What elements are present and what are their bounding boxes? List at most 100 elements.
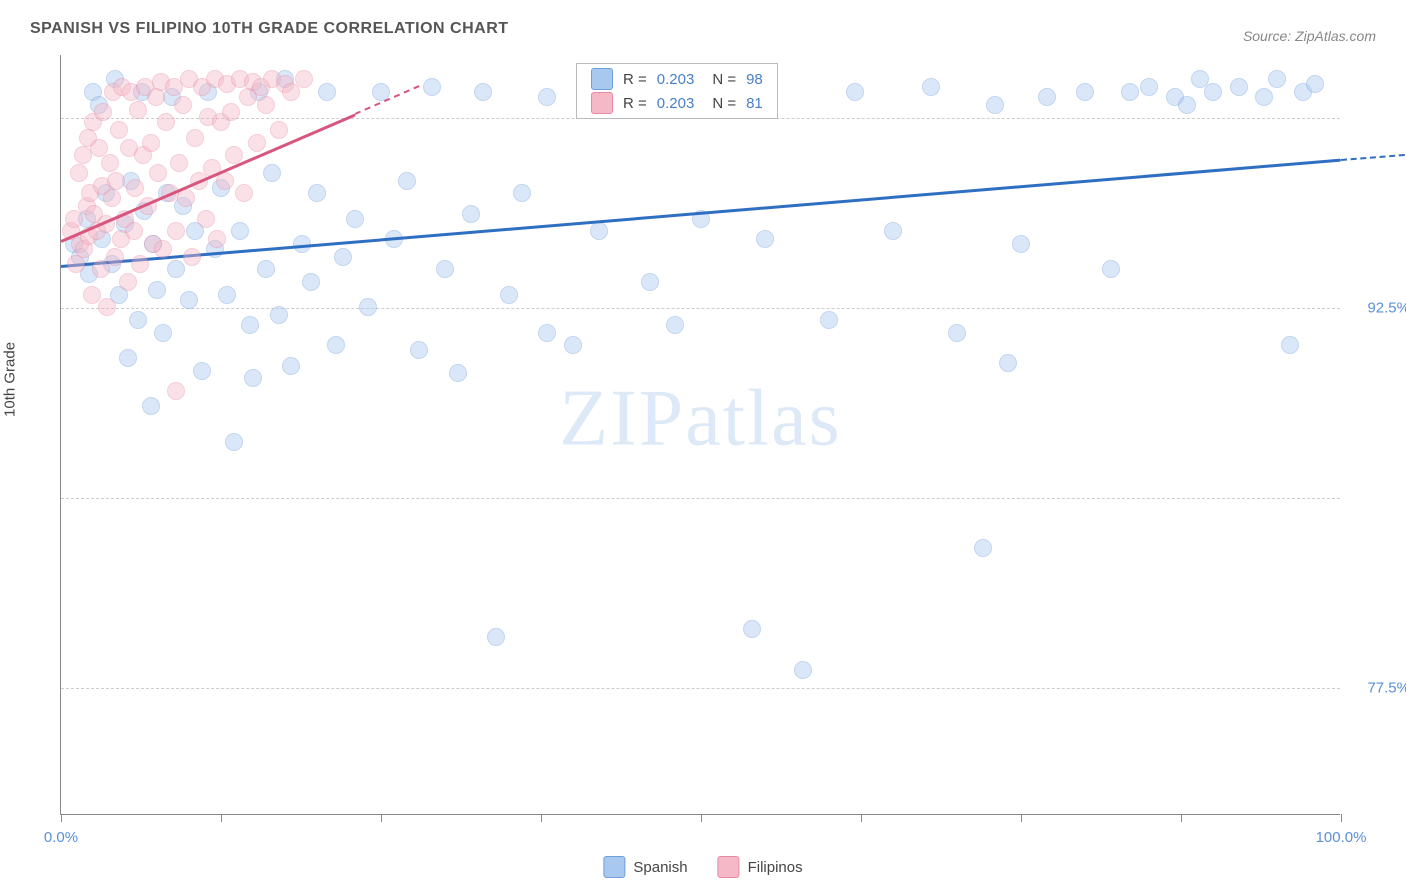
- scatter-point: [222, 103, 240, 121]
- scatter-point: [241, 316, 259, 334]
- watermark-bold: ZIP: [559, 375, 685, 463]
- scatter-point: [1140, 78, 1158, 96]
- scatter-point: [794, 661, 812, 679]
- x-tick: [381, 814, 382, 822]
- scatter-point: [167, 260, 185, 278]
- scatter-point: [98, 298, 116, 316]
- y-axis-label: 10th Grade: [2, 342, 19, 417]
- scatter-point: [743, 620, 761, 638]
- scatter-point: [1038, 88, 1056, 106]
- scatter-point: [148, 281, 166, 299]
- scatter-point: [327, 336, 345, 354]
- scatter-point: [125, 222, 143, 240]
- x-tick: [861, 814, 862, 822]
- n-label: N =: [712, 95, 736, 112]
- scatter-point: [157, 113, 175, 131]
- scatter-point: [487, 628, 505, 646]
- x-tick-label: 100.0%: [1316, 829, 1367, 846]
- scatter-point: [70, 164, 88, 182]
- scatter-point: [218, 286, 236, 304]
- scatter-point: [1255, 88, 1273, 106]
- scatter-point: [302, 273, 320, 291]
- scatter-point: [398, 172, 416, 190]
- scatter-point: [756, 230, 774, 248]
- scatter-point: [974, 539, 992, 557]
- scatter-point: [142, 397, 160, 415]
- scatter-point: [270, 121, 288, 139]
- scatter-point: [129, 101, 147, 119]
- scatter-point: [666, 316, 684, 334]
- scatter-point: [119, 273, 137, 291]
- scatter-point: [641, 273, 659, 291]
- scatter-point: [318, 83, 336, 101]
- scatter-point: [1268, 70, 1286, 88]
- scatter-point: [244, 369, 262, 387]
- scatter-point: [92, 260, 110, 278]
- scatter-point: [170, 154, 188, 172]
- scatter-point: [257, 96, 275, 114]
- watermark-light: atlas: [685, 375, 842, 463]
- x-tick: [701, 814, 702, 822]
- scatter-point: [1178, 96, 1196, 114]
- source-label: Source: ZipAtlas.com: [1243, 28, 1376, 44]
- scatter-point: [186, 129, 204, 147]
- scatter-point: [126, 179, 144, 197]
- scatter-point: [308, 184, 326, 202]
- scatter-point: [106, 248, 124, 266]
- scatter-point: [462, 205, 480, 223]
- n-value: 81: [746, 95, 763, 112]
- trend-line: [61, 159, 1341, 268]
- y-tick-label: 77.5%: [1350, 680, 1406, 697]
- scatter-point: [1012, 235, 1030, 253]
- x-tick: [541, 814, 542, 822]
- scatter-point: [846, 83, 864, 101]
- scatter-point: [282, 357, 300, 375]
- scatter-point: [129, 311, 147, 329]
- scatter-point: [193, 362, 211, 380]
- scatter-point: [1121, 83, 1139, 101]
- scatter-point: [101, 154, 119, 172]
- scatter-point: [820, 311, 838, 329]
- scatter-point: [1102, 260, 1120, 278]
- legend-item-filipinos: Filipinos: [718, 856, 803, 878]
- watermark: ZIPatlas: [559, 374, 842, 465]
- scatter-point: [1204, 83, 1222, 101]
- scatter-point: [564, 336, 582, 354]
- scatter-point: [513, 184, 531, 202]
- scatter-point: [110, 121, 128, 139]
- scatter-point: [197, 210, 215, 228]
- scatter-point: [295, 70, 313, 88]
- scatter-point: [149, 164, 167, 182]
- legend-item-spanish: Spanish: [603, 856, 687, 878]
- scatter-point: [270, 306, 288, 324]
- scatter-point: [1230, 78, 1248, 96]
- bottom-legend: Spanish Filipinos: [603, 856, 802, 878]
- scatter-point: [74, 146, 92, 164]
- stat-row: R =0.203N =98: [591, 68, 763, 90]
- swatch-filipinos: [718, 856, 740, 878]
- scatter-point: [410, 341, 428, 359]
- scatter-point: [94, 103, 112, 121]
- scatter-point: [263, 164, 281, 182]
- r-value: 0.203: [657, 71, 695, 88]
- scatter-point: [474, 83, 492, 101]
- scatter-point: [142, 134, 160, 152]
- x-tick: [1181, 814, 1182, 822]
- scatter-point: [180, 291, 198, 309]
- scatter-point: [500, 286, 518, 304]
- scatter-point: [884, 222, 902, 240]
- scatter-point: [208, 230, 226, 248]
- scatter-point: [83, 286, 101, 304]
- plot-area: ZIPatlas 77.5%92.5%0.0%100.0%R =0.203N =…: [60, 55, 1340, 815]
- scatter-point: [1306, 75, 1324, 93]
- stat-swatch: [591, 92, 613, 114]
- scatter-point: [167, 222, 185, 240]
- scatter-point: [107, 172, 125, 190]
- scatter-point: [590, 222, 608, 240]
- scatter-point: [922, 78, 940, 96]
- scatter-point: [103, 189, 121, 207]
- scatter-point: [538, 88, 556, 106]
- x-tick: [1021, 814, 1022, 822]
- scatter-point: [359, 298, 377, 316]
- scatter-point: [538, 324, 556, 342]
